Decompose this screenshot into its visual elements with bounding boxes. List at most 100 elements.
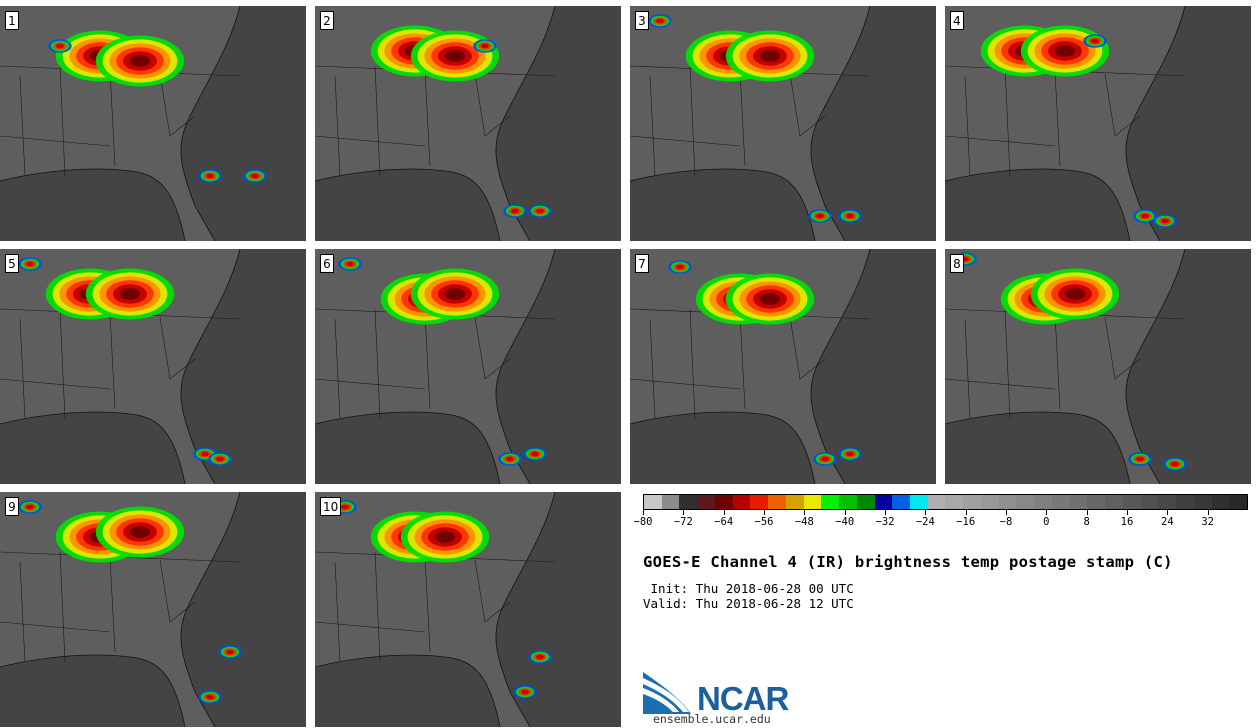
colorbar-tick-label: −48 <box>794 516 814 528</box>
colorbar-tick-label: −56 <box>754 516 774 528</box>
colorbar-tick-label: −16 <box>956 516 976 528</box>
colorbar-tick-label: −80 <box>633 516 653 528</box>
satellite-map <box>315 6 621 241</box>
colorbar-swatch <box>1105 495 1123 509</box>
colorbar-tick <box>925 510 927 515</box>
ensemble-member-panel: 1 <box>0 6 306 241</box>
panel-label: 9 <box>5 497 19 516</box>
colorbar-swatch <box>998 495 1017 509</box>
colorbar-swatch <box>874 495 893 509</box>
ensemble-member-panel: 6 <box>315 249 621 484</box>
colorbar-tick <box>1127 510 1128 515</box>
colorbar-swatch <box>803 495 822 509</box>
colorbar-swatch <box>750 495 769 509</box>
ensemble-member-panel: 2 <box>315 6 621 241</box>
colorbar-swatch <box>1158 495 1177 509</box>
colorbar-swatch <box>980 495 999 509</box>
colorbar-swatch <box>1140 495 1159 509</box>
ensemble-member-panel: 4 <box>945 6 1251 241</box>
satellite-map <box>630 249 936 484</box>
satellite-map <box>0 249 306 484</box>
colorbar-swatch <box>1069 495 1088 509</box>
colorbar-tick-label: 24 <box>1161 516 1174 528</box>
colorbar-swatch <box>732 495 751 509</box>
satellite-map <box>0 492 306 727</box>
satellite-map <box>0 6 306 241</box>
colorbar-swatch <box>661 495 680 509</box>
ensemble-member-panel: 3 <box>630 6 936 241</box>
colorbar-tick <box>723 510 725 515</box>
colorbar-swatch <box>644 495 662 509</box>
colorbar-swatch <box>839 495 857 509</box>
satellite-map <box>315 249 621 484</box>
colorbar-tick-label: 0 <box>1043 516 1050 528</box>
panel-label: 1 <box>5 11 19 30</box>
panel-label: 6 <box>320 254 334 273</box>
colorbar-swatch <box>1211 495 1230 509</box>
colorbar-tick-label: 16 <box>1120 516 1134 528</box>
panel-label: 8 <box>950 254 964 273</box>
colorbar-tick-label: −8 <box>999 516 1013 528</box>
ncar-logo-icon <box>643 672 691 714</box>
colorbar-tick <box>1207 510 1209 515</box>
colorbar-swatch <box>945 495 964 509</box>
satellite-map <box>315 492 621 727</box>
colorbar-tick-label: −72 <box>673 516 693 528</box>
ncar-wordmark: NCAR <box>697 680 789 717</box>
ensemble-member-panel: 5 <box>0 249 306 484</box>
colorbar-tick <box>885 510 886 515</box>
colorbar-swatch <box>1229 495 1247 509</box>
colorbar-swatch <box>856 495 875 509</box>
satellite-map <box>630 6 936 241</box>
colorbar-tick <box>764 510 765 515</box>
colorbar-tick <box>1006 510 1007 515</box>
colorbar-tick-label: 8 <box>1083 516 1090 528</box>
panel-label: 3 <box>635 11 649 30</box>
website-url: ensemble.ucar.edu <box>653 712 771 726</box>
temperature-colorbar <box>643 494 1248 510</box>
colorbar-tick <box>965 510 967 515</box>
colorbar-swatch <box>1034 495 1052 509</box>
colorbar-swatch <box>892 495 911 509</box>
colorbar-tick <box>1167 510 1169 515</box>
colorbar-tick <box>1046 510 1048 515</box>
colorbar-tick <box>1086 510 1088 515</box>
colorbar-tick-label: −64 <box>714 516 734 528</box>
panel-label: 7 <box>635 254 649 273</box>
colorbar-swatch <box>927 495 946 509</box>
ensemble-member-panel: 10 <box>315 492 621 727</box>
ensemble-member-panel: 8 <box>945 249 1251 484</box>
valid-time: Valid: Thu 2018-06-28 12 UTC <box>643 596 854 611</box>
colorbar-tick <box>804 510 806 515</box>
colorbar-tick-label: −32 <box>875 516 895 528</box>
colorbar-swatch <box>1087 495 1106 509</box>
colorbar-swatch <box>963 495 981 509</box>
colorbar-tick-label: −40 <box>835 516 855 528</box>
colorbar-swatch <box>910 495 928 509</box>
ensemble-member-panel: 9 <box>0 492 306 727</box>
colorbar-tick-label: 32 <box>1201 516 1214 528</box>
colorbar-tick-label: −24 <box>915 516 935 528</box>
colorbar-tick <box>643 510 644 515</box>
satellite-map <box>945 249 1251 484</box>
figure-title: GOES-E Channel 4 (IR) brightness temp po… <box>643 553 1173 571</box>
ensemble-member-panel: 7 <box>630 249 936 484</box>
colorbar-tick <box>683 510 685 515</box>
colorbar-swatch <box>1016 495 1035 509</box>
colorbar-swatch <box>768 495 786 509</box>
colorbar-swatch <box>714 495 733 509</box>
panel-label: 2 <box>320 11 334 30</box>
colorbar-swatch <box>1193 495 1212 509</box>
panel-label: 10 <box>320 497 342 516</box>
panel-label: 5 <box>5 254 19 273</box>
satellite-map <box>945 6 1251 241</box>
colorbar-swatch <box>821 495 840 509</box>
colorbar-ticks: −80 −72 −64 −56 −48 −40 −32 −24 −16 −8 0 8 16 24 32 <box>634 510 1248 530</box>
colorbar-swatch <box>1122 495 1141 509</box>
colorbar-swatch <box>697 495 715 509</box>
colorbar-swatch <box>679 495 698 509</box>
panel-label: 4 <box>950 11 964 30</box>
init-time: Init: Thu 2018-06-28 00 UTC <box>643 581 854 596</box>
colorbar-swatch <box>785 495 804 509</box>
colorbar-tick <box>844 510 846 515</box>
